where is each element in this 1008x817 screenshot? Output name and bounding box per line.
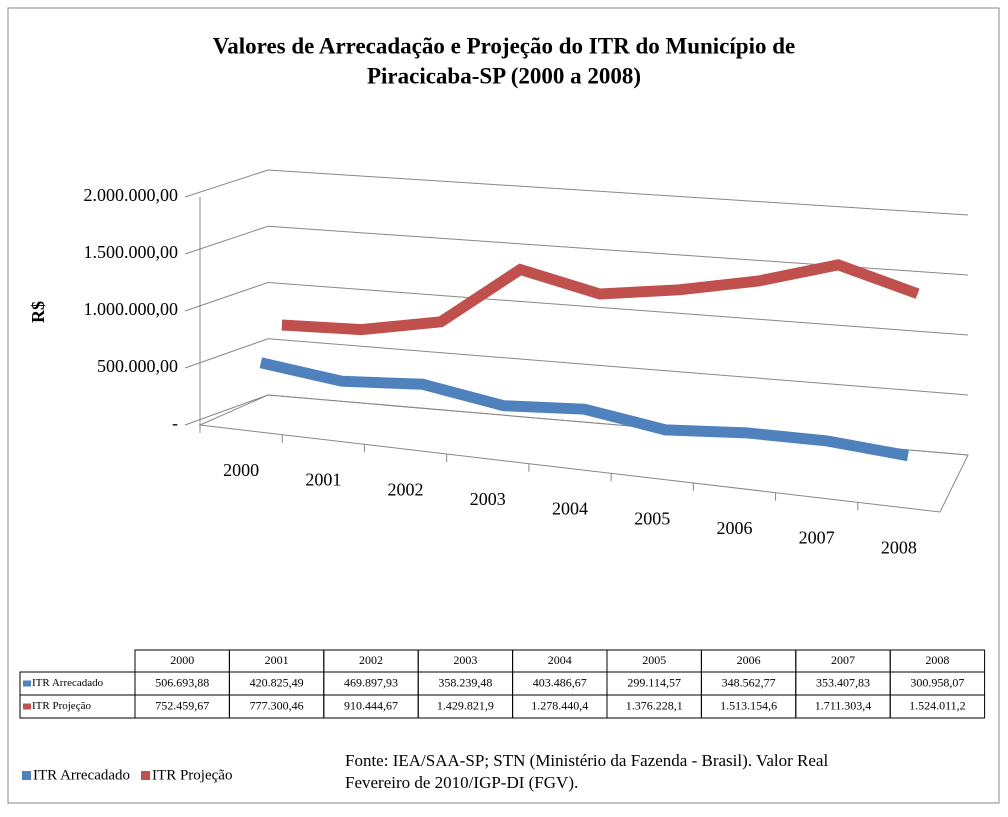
table-row-label: ITR Projeção	[32, 700, 91, 712]
legend-key	[23, 680, 31, 687]
x-tick-label: 2007	[799, 528, 835, 548]
table-value: 752.459,67	[155, 698, 209, 712]
grid-line	[184, 281, 969, 336]
chart-title: Valores de Arrecadação e Projeção do ITR…	[213, 33, 795, 58]
table-value: 777.300,46	[250, 698, 304, 712]
table-value: 358.239,48	[438, 675, 492, 689]
table-value: 1.513.154,6	[720, 698, 777, 712]
table-header: 2001	[265, 653, 289, 667]
legend-key	[23, 703, 31, 710]
table-row-label: ITR Arrecadado	[32, 677, 104, 689]
table-header: 2006	[737, 653, 761, 667]
table-value: 1.376.228,1	[626, 698, 683, 712]
series-line	[281, 259, 920, 336]
x-tick-label: 2006	[716, 518, 752, 538]
y-tick-label: 1.500.000,00	[84, 242, 179, 262]
grid-line	[184, 225, 969, 276]
table-value: 420.825,49	[250, 675, 304, 689]
x-tick-label: 2001	[305, 470, 341, 490]
source-note: Fevereiro de 2010/IGP-DI (FGV).	[345, 773, 578, 792]
legend-label: ITR Projeção	[152, 767, 232, 783]
grid-line	[184, 169, 969, 216]
table-cell	[889, 649, 986, 719]
series-line	[259, 357, 909, 462]
x-tick-label: 2005	[634, 508, 670, 528]
table-value: 300.958,07	[910, 675, 964, 689]
table-header: 2007	[831, 653, 855, 667]
y-axis-label: R$	[28, 301, 48, 323]
table-value: 299.114,57	[627, 675, 681, 689]
table-header: 2000	[170, 653, 194, 667]
y-tick-label: 500.000,00	[97, 356, 178, 376]
table-value: 348.562,77	[722, 675, 776, 689]
x-tick-label: 2004	[552, 499, 588, 519]
table-header: 2003	[453, 653, 477, 667]
legend-key	[22, 771, 31, 780]
x-tick-label: 2008	[881, 537, 917, 557]
legend-label: ITR Arrecadado	[33, 767, 130, 783]
table-value: 1.278.440,4	[531, 698, 588, 712]
table-value: 506.693,88	[155, 675, 209, 689]
table-header: 2002	[359, 653, 383, 667]
y-tick-label: 1.000.000,00	[84, 299, 179, 319]
source-note: Fonte: IEA/SAA-SP; STN (Ministério da Fa…	[345, 751, 828, 770]
legend-key	[141, 771, 151, 780]
table-value: 469.897,93	[344, 675, 398, 689]
y-tick-label: -	[172, 413, 178, 433]
x-tick-label: 2000	[223, 460, 259, 480]
chart-title: Piracicaba-SP (2000 a 2008)	[367, 63, 641, 88]
table-header: 2005	[642, 653, 666, 667]
table-value: 403.486,67	[533, 675, 587, 689]
table-header: 2004	[548, 653, 572, 667]
grid-line	[184, 338, 969, 396]
table-value: 1.711.303,4	[815, 698, 872, 712]
table-value: 910.444,67	[344, 698, 398, 712]
table-value: 1.524.011,2	[909, 698, 966, 712]
table-value: 353.407,83	[816, 675, 870, 689]
y-tick-label: 2.000.000,00	[84, 185, 179, 205]
x-tick-label: 2002	[388, 479, 424, 499]
x-tick-label: 2003	[470, 489, 506, 509]
table-value: 1.429.821,9	[437, 698, 494, 712]
table-header: 2008	[925, 653, 949, 667]
